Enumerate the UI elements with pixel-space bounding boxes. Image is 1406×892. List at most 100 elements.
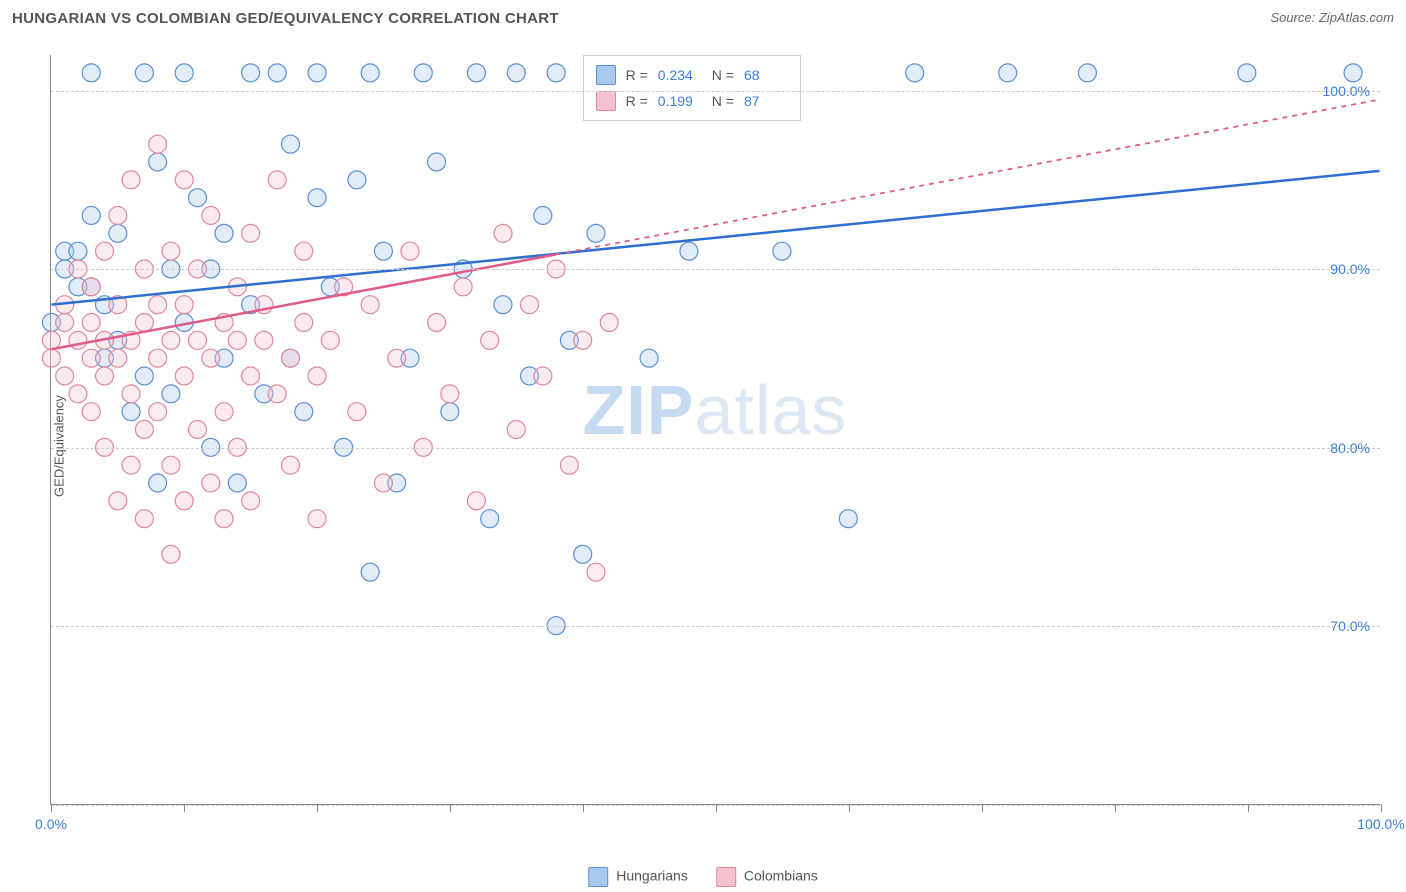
scatter-point (242, 64, 260, 82)
scatter-point (268, 171, 286, 189)
n-label: N = (712, 93, 734, 109)
scatter-point (162, 385, 180, 403)
scatter-point (228, 474, 246, 492)
x-tick (317, 804, 318, 812)
scatter-point (281, 456, 299, 474)
scatter-point (361, 64, 379, 82)
scatter-point (348, 403, 366, 421)
x-tick (982, 804, 983, 812)
scatter-point (467, 492, 485, 510)
gridline (51, 448, 1380, 449)
scatter-point (467, 64, 485, 82)
stats-row: R =0.234N =68 (596, 62, 788, 88)
scatter-point (56, 314, 74, 332)
scatter-point (122, 171, 140, 189)
scatter-point (109, 492, 127, 510)
scatter-point (1344, 64, 1362, 82)
scatter-point (388, 349, 406, 367)
scatter-point (494, 296, 512, 314)
scatter-point (56, 367, 74, 385)
scatter-point (109, 349, 127, 367)
scatter-point (401, 242, 419, 260)
scatter-point (1078, 64, 1096, 82)
scatter-point (361, 563, 379, 581)
r-label: R = (626, 93, 648, 109)
scatter-point (175, 492, 193, 510)
x-tick (849, 804, 850, 812)
gridline (51, 91, 1380, 92)
scatter-point (680, 242, 698, 260)
scatter-point (255, 331, 273, 349)
legend-label: Colombians (744, 868, 818, 884)
scatter-point (96, 242, 114, 260)
n-value: 87 (744, 93, 788, 109)
scatter-point (374, 474, 392, 492)
scatter-point (906, 64, 924, 82)
scatter-point (122, 385, 140, 403)
scatter-point (361, 296, 379, 314)
scatter-point (202, 207, 220, 225)
legend-item: Colombians (716, 867, 818, 887)
scatter-point (308, 64, 326, 82)
scatter-point (295, 242, 313, 260)
scatter-point (42, 331, 60, 349)
scatter-point (547, 64, 565, 82)
scatter-point (281, 349, 299, 367)
scatter-point (308, 510, 326, 528)
scatter-point (162, 242, 180, 260)
scatter-point (215, 224, 233, 242)
scatter-point (189, 189, 207, 207)
scatter-point (175, 367, 193, 385)
scatter-point (109, 224, 127, 242)
scatter-point (162, 456, 180, 474)
source-prefix: Source: (1270, 10, 1318, 25)
y-tick-label: 90.0% (1330, 261, 1370, 277)
scatter-point (587, 224, 605, 242)
scatter-point (574, 331, 592, 349)
legend-swatch (716, 867, 736, 887)
scatter-point (149, 135, 167, 153)
scatter-point (96, 367, 114, 385)
scatter-point (82, 278, 100, 296)
scatter-point (122, 403, 140, 421)
legend-bottom: Hungarians Colombians (588, 867, 818, 887)
scatter-point (560, 456, 578, 474)
scatter-point (82, 349, 100, 367)
scatter-point (534, 367, 552, 385)
y-tick-label: 100.0% (1323, 83, 1370, 99)
scatter-point (441, 385, 459, 403)
scatter-point (308, 367, 326, 385)
r-value: 0.199 (658, 93, 702, 109)
n-label: N = (712, 67, 734, 83)
stats-swatch (596, 65, 616, 85)
scatter-point (507, 421, 525, 439)
y-tick-label: 80.0% (1330, 440, 1370, 456)
scatter-point (281, 135, 299, 153)
scatter-point (215, 403, 233, 421)
scatter-point (122, 456, 140, 474)
scatter-point (82, 64, 100, 82)
scatter-point (242, 367, 260, 385)
scatter-point (999, 64, 1017, 82)
scatter-point (189, 331, 207, 349)
trend-line-dashed (556, 100, 1380, 255)
scatter-point (574, 545, 592, 563)
legend-item: Hungarians (588, 867, 688, 887)
scatter-point (149, 349, 167, 367)
plot-area: ZIPatlas R =0.234N =68R =0.199N =87 70.0… (50, 55, 1380, 805)
x-tick-label: 0.0% (35, 816, 67, 832)
scatter-point (1238, 64, 1256, 82)
gridline (51, 626, 1380, 627)
scatter-point (321, 331, 339, 349)
stats-swatch (596, 91, 616, 111)
scatter-point (242, 224, 260, 242)
scatter-point (348, 171, 366, 189)
x-tick (716, 804, 717, 812)
scatter-point (494, 224, 512, 242)
scatter-point (42, 349, 60, 367)
scatter-point (149, 403, 167, 421)
stats-row: R = 0.199 N = 87 (596, 88, 788, 114)
x-tick (1248, 804, 1249, 812)
scatter-point (175, 296, 193, 314)
scatter-point (82, 207, 100, 225)
